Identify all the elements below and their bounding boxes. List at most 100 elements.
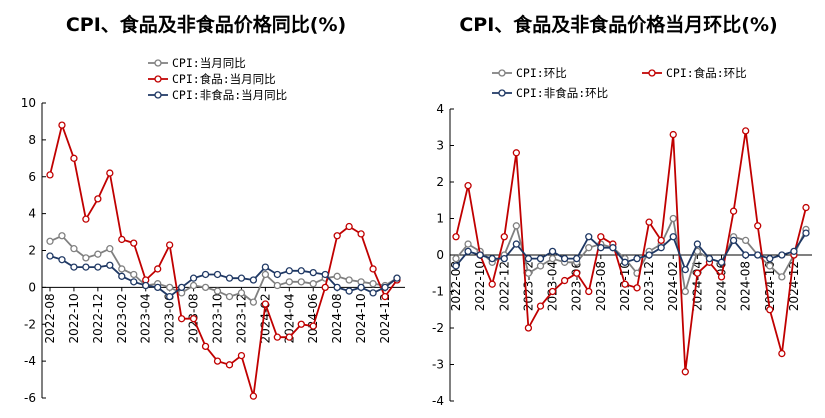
y-tick-label: -4 — [432, 394, 444, 408]
series-2-point — [669, 233, 677, 241]
series-2-point — [681, 265, 689, 274]
series-0-point — [201, 283, 210, 292]
series-2-point — [524, 254, 533, 263]
series-0-point — [273, 281, 281, 290]
series-2-point — [297, 267, 305, 275]
series-1-point — [657, 236, 665, 245]
series-2-point — [369, 289, 377, 297]
series-0-point — [681, 287, 689, 296]
series-1-point — [189, 315, 198, 323]
series-2-point — [609, 244, 617, 252]
series-1-point — [645, 218, 653, 226]
x-tick-label: 2024-08 — [739, 261, 753, 311]
series-1-point — [94, 195, 102, 203]
series-1-point — [742, 127, 750, 135]
series-1-point — [548, 287, 557, 296]
series-0-point — [213, 287, 222, 295]
series-1-point — [201, 342, 210, 351]
series-2-point — [512, 240, 520, 248]
x-tick-label: 2024-12 — [787, 261, 801, 311]
series-1-point — [213, 357, 222, 365]
x-tick-label: 2023-04 — [139, 293, 153, 343]
x-tick-label: 2022-08 — [43, 293, 57, 343]
series-2-point — [46, 252, 54, 260]
series-2-point — [321, 270, 329, 279]
legend-label: CPI:当月同比 — [172, 56, 246, 70]
legend-swatch-marker — [154, 91, 162, 99]
x-tick-label: 2023-04 — [546, 261, 560, 311]
series-1-point — [154, 265, 162, 273]
series-2-point — [742, 251, 750, 259]
series-1-point — [70, 154, 78, 162]
left-chart-title: CPI、食品及非食品价格同比(%) — [65, 14, 347, 36]
x-tick-label: 2022-08 — [449, 261, 463, 311]
series-0-point — [58, 232, 66, 240]
series-2-point — [573, 254, 581, 263]
series-1-point — [500, 233, 508, 241]
x-tick-label: 2024-12 — [378, 293, 392, 343]
series-0-point — [536, 262, 545, 270]
series-2-point — [130, 278, 138, 286]
series-2-point — [225, 274, 234, 282]
series-2-point — [500, 254, 508, 263]
series-0-point — [285, 278, 293, 286]
legend-label: CPI:食品:环比 — [666, 66, 747, 80]
series-1-point — [106, 169, 114, 177]
series-2-point — [142, 281, 150, 290]
series-1-point — [82, 215, 90, 223]
series-2-point — [548, 247, 557, 256]
x-tick-label: 2023-06 — [163, 293, 177, 343]
legend-swatch-marker — [498, 69, 506, 77]
series-0-point — [766, 262, 774, 270]
series-2-point — [717, 258, 726, 266]
series-0-point — [778, 273, 786, 281]
series-2-point — [261, 263, 270, 271]
series-1-point — [597, 233, 605, 241]
series-2-point — [154, 283, 162, 292]
series-1-point — [333, 232, 341, 240]
legend-label: CPI:环比 — [516, 66, 567, 80]
series-2-point — [166, 292, 174, 301]
series-1-point — [585, 287, 593, 296]
legend-swatch-marker — [154, 75, 162, 83]
series-2-point — [705, 254, 714, 263]
legend-label: CPI:食品:当月同比 — [172, 72, 276, 86]
y-tick-label: -3 — [432, 358, 444, 372]
series-2-point — [213, 270, 222, 279]
series-1-point — [729, 207, 738, 215]
series-2-point — [560, 254, 569, 263]
x-tick-label: 2022-12 — [497, 261, 511, 311]
series-0-point — [345, 276, 353, 284]
x-tick-label: 2024-04 — [282, 293, 296, 343]
x-tick-label: 2023-06 — [570, 261, 584, 311]
series-2-point — [645, 251, 653, 259]
x-tick-label: 2023-10 — [211, 293, 225, 343]
x-tick-label: 2023-08 — [594, 261, 608, 311]
series-2-point — [118, 272, 126, 280]
series-2-point — [273, 270, 281, 279]
series-1-point — [285, 333, 293, 341]
series-2-point — [70, 263, 78, 271]
series-0-point — [297, 278, 305, 286]
left-chart-svg: -6 -4 -2 0 2 4 6 8 10 2022-08 2022-10 2022-12 2023-0… — [21, 56, 405, 405]
y-tick-label: 4 — [436, 102, 444, 116]
series-1-point — [621, 280, 629, 288]
series-2-point — [585, 233, 593, 241]
series-2-point — [333, 283, 341, 292]
series-2-point — [345, 287, 353, 295]
series-2-point — [657, 244, 665, 252]
legend-swatch-marker — [648, 69, 656, 77]
y-tick-label: 2 — [28, 244, 36, 258]
series-1-point — [118, 235, 126, 244]
series-1-point — [754, 222, 762, 230]
series-2-point — [237, 274, 246, 282]
y-tick-label: 4 — [28, 207, 36, 221]
x-tick-label: 2023-12 — [642, 261, 656, 311]
x-tick-label: 2022-10 — [67, 293, 81, 343]
series-0-point — [249, 298, 258, 306]
y-tick-label: -1 — [432, 285, 444, 299]
x-tick-label: 2024-06 — [306, 293, 320, 343]
series-2-point — [536, 254, 545, 263]
series-0-point — [82, 254, 90, 262]
x-tick-label: 2024-10 — [354, 293, 368, 343]
